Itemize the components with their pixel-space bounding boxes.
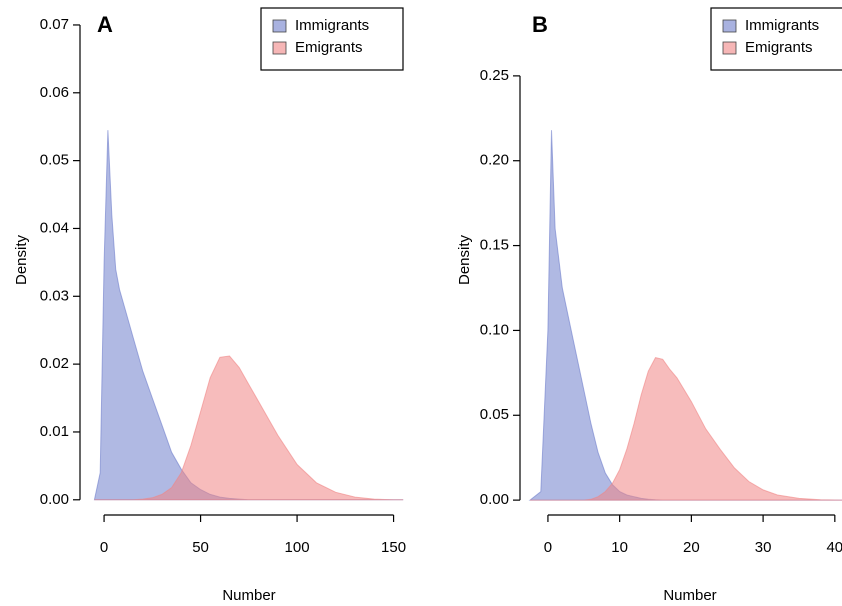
y-tick-label: 0.03 xyxy=(40,287,69,304)
legend-label: Immigrants xyxy=(745,17,819,34)
x-tick-label: 50 xyxy=(192,539,209,556)
x-tick-label: 40 xyxy=(826,539,842,556)
y-tick-label: 0.06 xyxy=(40,84,69,101)
y-tick-label: 0.10 xyxy=(480,321,509,338)
density-area xyxy=(94,355,404,501)
y-axis-title: Density xyxy=(13,234,30,285)
x-tick-label: 0 xyxy=(100,539,108,556)
y-tick-label: 0.25 xyxy=(480,67,509,84)
density-area xyxy=(530,357,842,501)
y-tick-label: 0.00 xyxy=(40,491,69,508)
panel-label: A xyxy=(97,12,113,37)
legend-swatch xyxy=(722,19,737,33)
legend-label: Emigrants xyxy=(745,39,813,56)
legend-swatch xyxy=(272,41,287,55)
y-tick-label: 0.07 xyxy=(40,16,69,33)
x-axis-title: Number xyxy=(663,587,716,604)
y-axis-title: Density xyxy=(456,234,473,285)
y-tick-label: 0.20 xyxy=(480,152,509,169)
legend-swatch xyxy=(272,19,287,33)
x-tick-label: 10 xyxy=(611,539,628,556)
x-tick-label: 20 xyxy=(683,539,700,556)
panel-label: B xyxy=(532,12,548,37)
x-tick-label: 30 xyxy=(755,539,772,556)
x-axis-title: Number xyxy=(222,587,275,604)
legend-label: Emigrants xyxy=(295,39,363,56)
y-tick-label: 0.01 xyxy=(40,423,69,440)
x-tick-label: 150 xyxy=(381,539,406,556)
y-tick-label: 0.05 xyxy=(480,406,509,423)
y-tick-label: 0.15 xyxy=(480,237,509,254)
y-tick-label: 0.05 xyxy=(40,152,69,169)
legend-label: Immigrants xyxy=(295,17,369,34)
y-tick-label: 0.00 xyxy=(480,491,509,508)
y-tick-label: 0.04 xyxy=(40,219,69,236)
y-tick-label: 0.02 xyxy=(40,355,69,372)
legend-swatch xyxy=(722,41,737,55)
x-tick-label: 0 xyxy=(544,539,552,556)
legend-box xyxy=(260,7,404,71)
legend-box xyxy=(710,7,842,71)
x-tick-label: 100 xyxy=(285,539,310,556)
